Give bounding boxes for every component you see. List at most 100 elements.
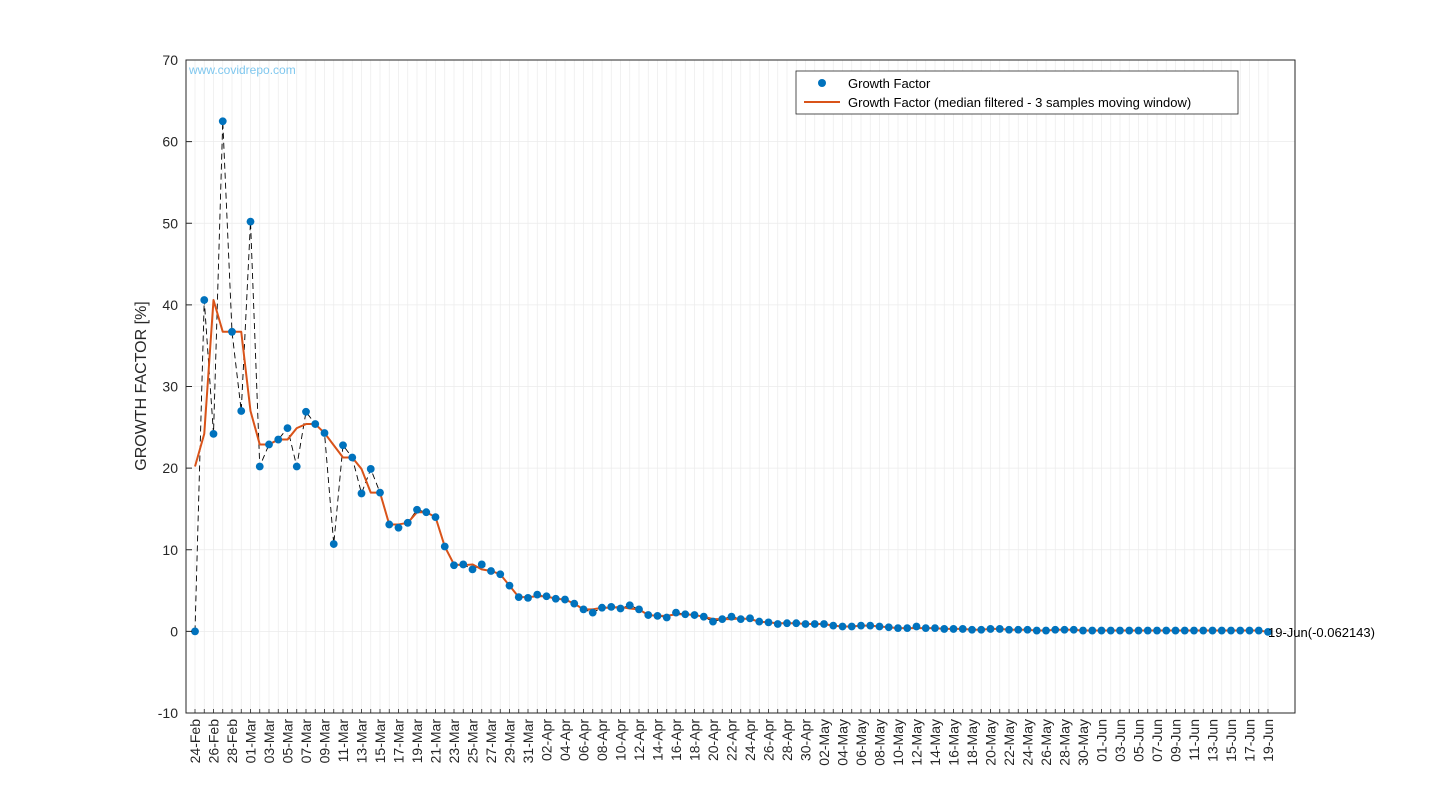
y-tick-label: 30 <box>162 379 178 395</box>
growth-factor-point <box>709 617 717 626</box>
x-tick-label: 19-Mar <box>409 719 425 764</box>
growth-factor-point <box>1236 626 1245 635</box>
growth-factor-point <box>1106 626 1115 635</box>
x-tick-label: 17-Mar <box>391 719 407 764</box>
growth-factor-point <box>431 513 440 521</box>
growth-factor-point <box>366 465 375 473</box>
growth-factor-point <box>320 429 329 437</box>
x-tick-label: 14-Apr <box>650 719 666 761</box>
growth-factor-point <box>1162 626 1171 635</box>
growth-factor-point <box>209 429 218 438</box>
growth-factor-point <box>958 625 967 633</box>
growth-factor-point <box>764 618 773 627</box>
growth-factor-point <box>995 625 1004 633</box>
x-tick-label: 06-May <box>853 719 869 766</box>
growth-factor-point <box>403 518 412 527</box>
growth-factor-point <box>1023 625 1032 634</box>
y-tick-label: 40 <box>162 297 178 313</box>
x-tick-label: 12-May <box>909 719 925 766</box>
growth-factor-point <box>1051 625 1060 634</box>
x-tick-label: 09-Jun <box>1168 719 1184 762</box>
growth-factor-point <box>792 619 801 628</box>
x-tick-label: 09-Mar <box>317 719 333 764</box>
growth-factor-point <box>598 603 606 612</box>
x-tick-label: 29-Mar <box>502 719 518 764</box>
growth-factor-point <box>1042 626 1050 635</box>
growth-factor-point <box>561 595 569 604</box>
growth-factor-point <box>1134 626 1143 635</box>
x-tick-label: 12-Apr <box>631 719 647 761</box>
growth-factor-point <box>329 540 338 548</box>
growth-factor-point <box>968 625 976 634</box>
x-tick-label: 21-Mar <box>428 719 444 764</box>
x-tick-label: 19-Jun <box>1260 719 1276 762</box>
last-point-annotation: 19-Jun(-0.062143) <box>1268 625 1375 640</box>
growth-factor-point <box>829 621 838 630</box>
growth-factor-point <box>783 619 791 628</box>
x-tick-label: 24-Apr <box>742 719 758 761</box>
x-tick-label: 13-Mar <box>354 719 370 764</box>
x-tick-label: 17-Jun <box>1242 719 1258 762</box>
y-tick-label: 50 <box>162 215 178 231</box>
growth-factor-point <box>265 440 273 449</box>
growth-factor-point <box>218 117 227 126</box>
x-tick-label: 03-Jun <box>1112 719 1128 762</box>
y-tick-label: 70 <box>162 52 178 68</box>
growth-factor-point <box>228 327 236 336</box>
growth-factor-point <box>616 604 625 613</box>
growth-factor-point <box>681 610 690 619</box>
growth-factor-point <box>1125 626 1134 635</box>
growth-factor-point <box>894 624 902 633</box>
x-tick-label: 16-Apr <box>668 719 684 761</box>
y-tick-label: -10 <box>158 705 178 721</box>
x-tick-label: 02-Apr <box>539 719 555 761</box>
y-tick-label: 20 <box>162 460 178 476</box>
growth-factor-point <box>514 593 523 601</box>
growth-factor-point <box>1208 626 1217 635</box>
growth-factor-point <box>255 462 264 471</box>
x-tick-label: 07-Jun <box>1149 719 1165 762</box>
growth-factor-point <box>1079 626 1087 635</box>
y-axis-title: GROWTH FACTOR [%] <box>133 301 150 470</box>
growth-factor-point <box>588 608 597 617</box>
growth-factor-point <box>246 217 255 226</box>
x-tick-label: 28-May <box>1057 719 1073 766</box>
growth-factor-point <box>1153 626 1161 635</box>
x-tick-label: 01-Jun <box>1094 719 1110 762</box>
x-tick-label: 23-Mar <box>446 719 462 764</box>
growth-factor-point <box>422 508 431 517</box>
x-tick-label: 15-Mar <box>372 719 388 764</box>
growth-factor-point <box>653 611 662 620</box>
growth-factor-point <box>931 624 939 633</box>
growth-factor-point <box>921 624 930 633</box>
growth-factor-point <box>1171 626 1180 635</box>
connector-layer <box>194 121 1269 633</box>
growth-factor-point <box>348 453 357 462</box>
growth-factor-point <box>635 605 643 614</box>
x-tick-label: 01-Mar <box>243 719 259 764</box>
x-tick-label: 06-Apr <box>576 719 592 761</box>
growth-factor-point <box>1116 626 1124 635</box>
growth-factor-point <box>394 523 403 532</box>
x-tick-label: 04-Apr <box>557 719 573 761</box>
legend-box <box>795 70 1239 115</box>
growth-factor-connector-line <box>194 121 1269 633</box>
legend-label-median: Growth Factor (median filtered - 3 sampl… <box>848 95 1191 110</box>
growth-factor-point <box>468 565 477 574</box>
growth-factor-point <box>1180 626 1189 635</box>
watermark: www.covidrepo.com <box>188 63 296 77</box>
x-tick-label: 08-May <box>872 719 888 766</box>
growth-factor-point <box>459 560 468 569</box>
growth-factor-point <box>866 621 875 630</box>
x-tick-label: 13-Jun <box>1205 719 1221 762</box>
growth-factor-point <box>857 621 865 630</box>
y-tick-label: 10 <box>162 542 178 558</box>
growth-factor-point <box>1227 626 1235 635</box>
growth-factor-point <box>773 620 782 628</box>
growth-factor-point <box>274 435 283 444</box>
growth-factor-point <box>940 625 949 633</box>
x-tick-label: 15-Jun <box>1223 719 1239 762</box>
growth-factor-point <box>311 420 320 428</box>
growth-factor-point <box>986 625 995 633</box>
x-tick-label: 31-Mar <box>520 719 536 764</box>
